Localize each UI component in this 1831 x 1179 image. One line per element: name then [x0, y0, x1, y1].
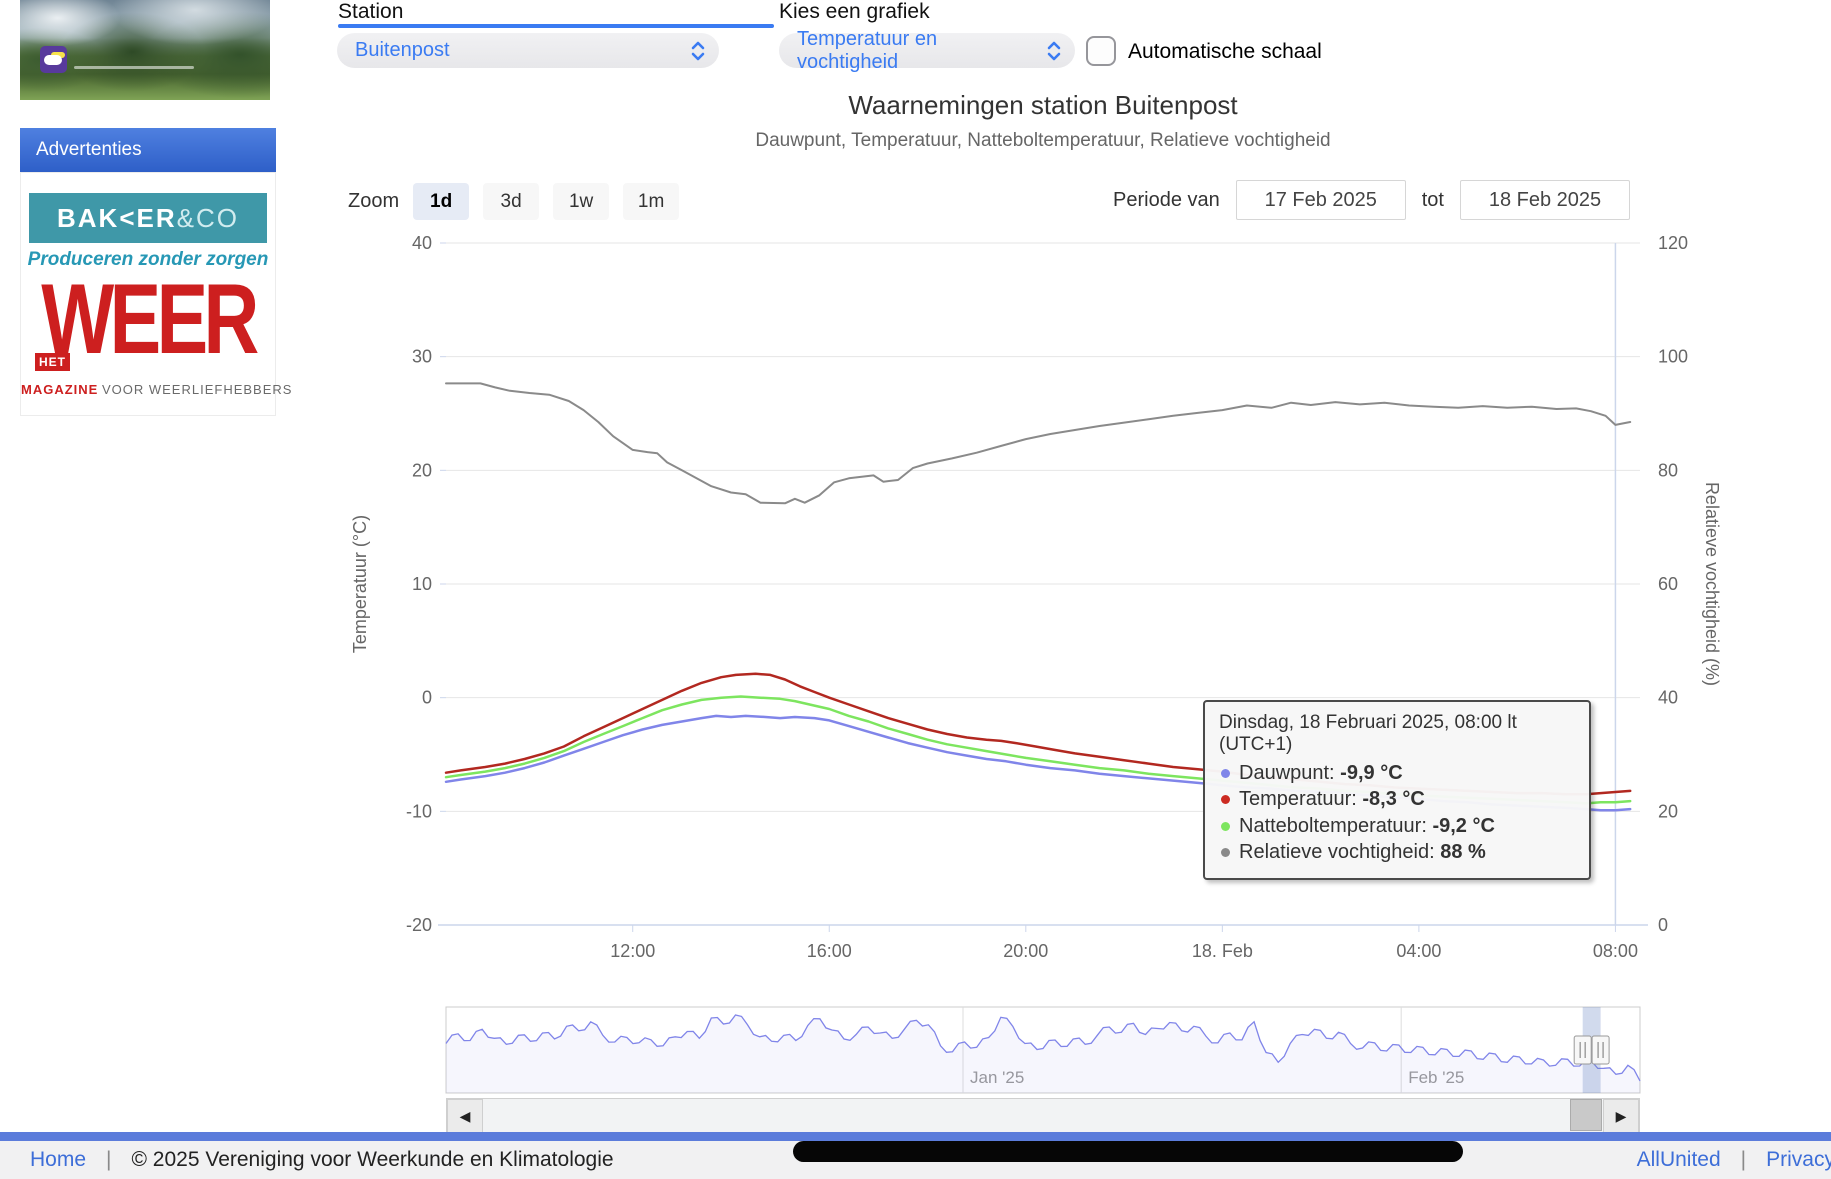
left-axis-tick-label: 10: [412, 574, 432, 594]
right-axis-tick-label: 120: [1658, 233, 1688, 253]
footer-divider: |: [106, 1148, 112, 1171]
select-updown-icon: [691, 41, 705, 60]
period-to-input[interactable]: 18 Feb 2025: [1460, 180, 1630, 220]
right-axis-tick-label: 0: [1658, 915, 1668, 935]
series-bullet-icon: [1221, 821, 1230, 831]
footer-home-link[interactable]: Home: [30, 1148, 87, 1171]
x-axis-tick-label: 16:00: [807, 941, 852, 961]
right-axis-title: Relatieve vochtigheid (%): [1702, 482, 1722, 686]
x-axis-tick-label: 20:00: [1003, 941, 1048, 961]
scrollbar-left-arrow-icon[interactable]: ◀: [447, 1099, 483, 1133]
weer-subtitle: MAGAZINE VOOR WEERLIEFHEBBERS: [21, 382, 291, 397]
advertenties-header: Advertenties: [20, 128, 276, 172]
navigator-area: [446, 1015, 1640, 1093]
zoom-button-1w[interactable]: 1w: [553, 183, 610, 220]
tooltip-row-temperatuur: Temperatuur: -8,3 °C: [1219, 786, 1575, 812]
navigator-scrollbar[interactable]: ◀ ▶: [446, 1098, 1640, 1134]
left-axis-tick-label: 20: [412, 460, 432, 480]
graph-label: Kies een grafiek: [779, 0, 930, 23]
series-bullet-icon: [1221, 848, 1230, 858]
left-axis-tick-label: -20: [406, 915, 432, 935]
tooltip-row-natteboltemperatuur: Natteboltemperatuur: -9,2 °C: [1219, 813, 1575, 839]
zoom-label: Zoom: [348, 190, 400, 212]
zoom-button-1d[interactable]: 1d: [413, 183, 470, 220]
bakker-tagline: Produceren zonder zorgen: [27, 249, 269, 270]
navigator-series-line: [445, 1014, 1641, 1082]
station-select[interactable]: Buitenpost: [337, 33, 719, 68]
x-axis-tick-label: 08:00: [1593, 941, 1638, 961]
period-from-input[interactable]: 17 Feb 2025: [1235, 180, 1406, 220]
tooltip-row-relatieve-vochtigheid: Relatieve vochtigheid: 88 %: [1219, 839, 1575, 865]
zoom-button-3d[interactable]: 3d: [483, 183, 540, 220]
left-axis-tick-label: 40: [412, 233, 432, 253]
footer-allunited-link[interactable]: AllUnited: [1636, 1148, 1721, 1171]
footer-divider: |: [1740, 1148, 1747, 1171]
zoom-controls: Zoom 1d 3d 1w 1m: [348, 183, 680, 220]
auto-scale-label: Automatische schaal: [1128, 40, 1322, 63]
x-axis-tick-label: 18. Feb: [1192, 941, 1253, 961]
left-axis-tick-label: 0: [422, 688, 432, 708]
bakker-brand-suffix: &CO: [176, 202, 239, 233]
bakker-brand-text: BAK<ER: [57, 202, 177, 233]
x-axis-tick-label: 12:00: [610, 941, 655, 961]
series-relatieve-vochtigheid: [445, 382, 1632, 505]
weer-magazine-text: MAGAZINE: [21, 382, 99, 397]
period-from-label: Periode van: [1113, 188, 1220, 211]
footer-accent-bar: [0, 1132, 1831, 1141]
series-bullet-icon: [1221, 769, 1230, 778]
right-axis-tick-label: 20: [1658, 801, 1678, 821]
het-badge: HET: [35, 353, 70, 371]
navigator-month-label: Feb '25: [1408, 1068, 1464, 1087]
navigator-month-label: Jan '25: [970, 1068, 1024, 1087]
tooltip-row-dauwpunt: Dauwpunt: -9,9 °C: [1219, 760, 1575, 786]
chart-tooltip: Dinsdag, 18 Februari 2025, 08:00 lt (UTC…: [1203, 700, 1591, 880]
weer-logo-text: WEER: [41, 263, 259, 375]
chart-title: Waarnemingen station Buitenpost: [848, 90, 1238, 120]
left-axis-title: Temperatuur (°C): [350, 515, 370, 653]
select-updown-icon: [1047, 41, 1061, 60]
x-axis-tick-label: 04:00: [1396, 941, 1441, 961]
redacted-bar: [793, 1141, 1463, 1162]
weer-audience-text: VOOR WEERLIEFHEBBERS: [101, 382, 293, 397]
navigator-left-handle[interactable]: [1573, 1035, 1592, 1065]
banner-caption: [74, 66, 194, 69]
station-select-value: Buitenpost: [355, 39, 450, 61]
site-logo-icon: [40, 46, 67, 73]
left-axis-tick-label: -10: [406, 801, 432, 821]
series-bullet-icon: [1221, 795, 1230, 805]
bakker-ad-logo[interactable]: BAK<ER &CO: [29, 193, 267, 243]
station-label: Station: [338, 0, 404, 23]
graph-select[interactable]: Temperatuur en vochtigheid: [779, 28, 1075, 73]
right-axis-tick-label: 60: [1658, 574, 1678, 594]
right-axis-tick-label: 100: [1658, 347, 1688, 367]
site-banner-photo: [20, 0, 270, 100]
right-axis-tick-label: 80: [1658, 460, 1678, 480]
zoom-button-1m[interactable]: 1m: [623, 183, 680, 220]
scrollbar-right-arrow-icon[interactable]: ▶: [1603, 1099, 1639, 1133]
graph-select-value: Temperatuur en vochtigheid: [797, 27, 938, 73]
left-axis-tick-label: 30: [412, 347, 432, 367]
tooltip-header: Dinsdag, 18 Februari 2025, 08:00 lt (UTC…: [1219, 712, 1517, 755]
scrollbar-thumb[interactable]: [1570, 1099, 1602, 1131]
chart-subtitle: Dauwpunt, Temperatuur, Natteboltemperatu…: [755, 130, 1331, 151]
weer-magazine-ad[interactable]: WEER HET MAGAZINE VOOR WEERLIEFHEBBERS: [21, 269, 291, 397]
navigator-outline: [445, 1006, 1641, 1094]
period-to-label: tot: [1421, 188, 1444, 211]
right-axis-tick-label: 40: [1658, 688, 1678, 708]
auto-scale-checkbox[interactable]: [1086, 36, 1116, 66]
footer-copyright: © 2025 Vereniging voor Weerkunde en Klim…: [131, 1148, 614, 1171]
station-field-underline: [338, 24, 774, 28]
period-controls: Periode van 17 Feb 2025 tot 18 Feb 2025: [1113, 180, 1630, 220]
footer-privacy-link[interactable]: Privacy: [1766, 1148, 1831, 1171]
advertisement-panel[interactable]: BAK<ER &CO Produceren zonder zorgen WEER …: [20, 172, 291, 416]
navigator-right-handle[interactable]: [1591, 1035, 1610, 1065]
